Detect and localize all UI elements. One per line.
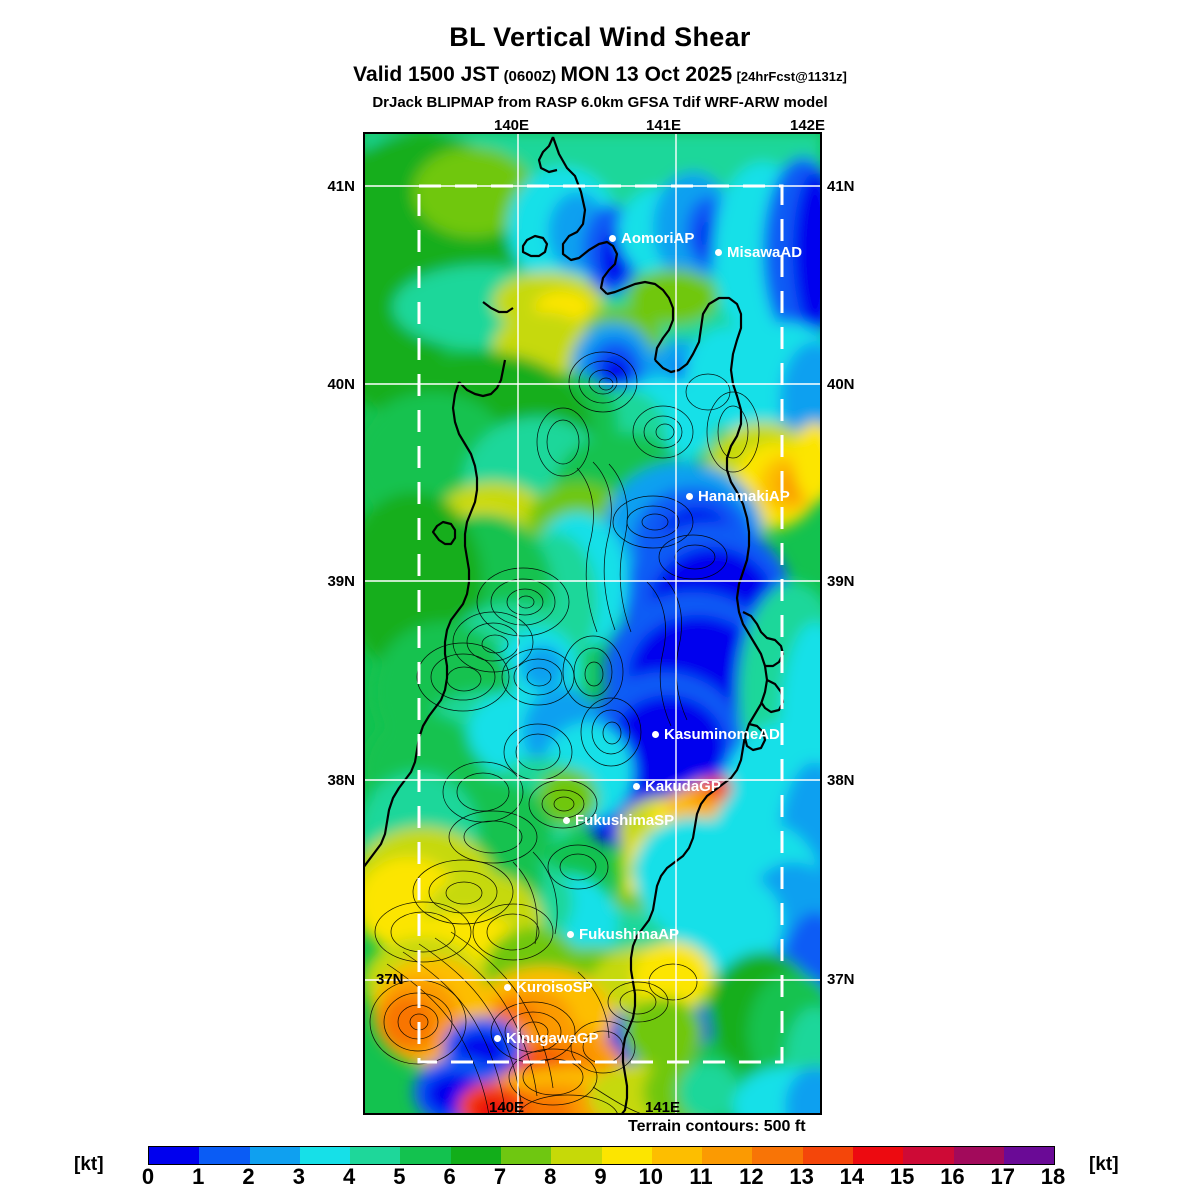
station-label: HanamakiAP xyxy=(698,488,790,505)
lat-label-right-37n: 37N xyxy=(827,971,855,988)
colorbar-unit-left: [kt] xyxy=(74,1154,104,1175)
lon-label-bottom-140e: 140E xyxy=(489,1099,525,1116)
station-dot-icon xyxy=(715,249,722,256)
colorbar-band-4 xyxy=(350,1147,401,1164)
colorbar-tick-18: 18 xyxy=(1040,1164,1066,1189)
lon-label-top-141e: 141E xyxy=(646,117,682,134)
colorbar-unit-right: [kt] xyxy=(1089,1154,1119,1175)
forecast-stamp: [24hrFcst@1131z] xyxy=(736,69,847,84)
lat-label-left-41n: 41N xyxy=(327,178,355,195)
colorbar-band-17 xyxy=(1003,1147,1055,1164)
lat-label-right-40n: 40N xyxy=(827,376,855,393)
colorbar-band-15 xyxy=(903,1147,954,1164)
forecast-domain-box xyxy=(417,184,784,1064)
station-dot-icon xyxy=(494,1035,501,1042)
colorbar-tick-labels: 0 1 2 3 4 5 6 7 8 9 10 11 12 13 14 15 16 17 18 xyxy=(142,1164,1065,1192)
station-label: AomoriAP xyxy=(621,230,695,247)
model-source-line: DrJack BLIPMAP from RASP 6.0km GFSA Tdif… xyxy=(372,94,828,111)
valid-time-line: Valid 1500 JST (0600Z) MON 13 Oct 2025 [… xyxy=(0,64,1200,85)
colorbar-tick-7: 7 xyxy=(493,1164,507,1189)
colorbar-tick-13: 13 xyxy=(789,1164,814,1189)
station-label: MisawaAD xyxy=(727,244,803,261)
station-dot-icon xyxy=(504,984,511,991)
terrain-contours xyxy=(369,351,760,1115)
valid-time-utc: (0600Z) xyxy=(503,68,557,85)
colorbar-tick-9: 9 xyxy=(594,1164,607,1189)
colorbar-band-11 xyxy=(702,1147,753,1164)
colorbar-band-3 xyxy=(299,1147,351,1164)
colorbar-tick-10: 10 xyxy=(638,1164,664,1189)
colorbar-tick-8: 8 xyxy=(544,1164,557,1189)
colorbar-band-14 xyxy=(852,1147,904,1164)
colorbar-band-10 xyxy=(651,1147,703,1164)
weather-map[interactable] xyxy=(363,132,822,1115)
colorbar-tick-16: 16 xyxy=(940,1164,965,1189)
lat-label-left-38n: 38N xyxy=(327,772,355,789)
colorbar-tick-2: 2 xyxy=(242,1164,255,1189)
colorbar-tick-12: 12 xyxy=(739,1164,764,1189)
lon-label-bottom-141e: 141E xyxy=(645,1099,681,1116)
station-label: KinugawaGP xyxy=(506,1030,599,1047)
colorbar-band-9 xyxy=(601,1147,652,1164)
colorbar-band-6 xyxy=(450,1147,501,1164)
colorbar-tick-4: 4 xyxy=(342,1164,356,1189)
colorbar-band-16 xyxy=(953,1147,1004,1164)
colorbar-tick-15: 15 xyxy=(889,1164,915,1189)
station-label: FukushimaAP xyxy=(579,926,680,943)
colorbar-tick-0: 0 xyxy=(141,1164,155,1189)
station-kinugawagp[interactable]: KinugawaGP xyxy=(494,1031,599,1046)
colorbar-band-1 xyxy=(199,1147,250,1164)
colorbar-tick-14: 14 xyxy=(839,1164,865,1189)
station-fukushimasp[interactable]: FukushimaSP xyxy=(563,813,674,828)
station-fukushimaap[interactable]: FukushimaAP xyxy=(567,927,679,942)
lat-label-left-40n: 40N xyxy=(327,376,355,393)
station-misawaad[interactable]: MisawaAD xyxy=(715,245,802,260)
station-label: KuroisoSP xyxy=(516,979,593,996)
station-dot-icon xyxy=(633,783,640,790)
lon-label-top-142e: 142E xyxy=(790,117,826,134)
station-kuroisosp[interactable]: KuroisoSP xyxy=(504,980,593,995)
colorbar-band-5 xyxy=(400,1147,451,1164)
colorbar-band-8 xyxy=(551,1147,602,1164)
coastline xyxy=(363,136,785,1115)
colorbar-band-7 xyxy=(500,1147,552,1164)
colorbar-band-13 xyxy=(802,1147,853,1164)
station-dot-icon xyxy=(567,931,574,938)
station-label: KakudaGP xyxy=(645,778,721,795)
terrain-contour-note: Terrain contours: 500 ft xyxy=(628,1118,806,1135)
lat-label-right-39n: 39N xyxy=(827,573,855,590)
colorbar-tick-1: 1 xyxy=(192,1164,205,1189)
station-dot-icon xyxy=(652,731,659,738)
station-label: FukushimaSP xyxy=(575,812,675,829)
colorbar-tick-6: 6 xyxy=(443,1164,456,1189)
station-kakudagp[interactable]: KakudaGP xyxy=(633,779,721,794)
shear-field-plot xyxy=(363,132,822,1115)
valid-date: MON 13 Oct 2025 xyxy=(560,63,733,86)
colorbar-tick-11: 11 xyxy=(689,1164,713,1189)
station-dot-icon xyxy=(609,235,616,242)
station-aomoriap[interactable]: AomoriAP xyxy=(609,231,694,246)
title-block: BL Vertical Wind Shear Valid 1500 JST (0… xyxy=(0,0,1200,111)
station-dot-icon xyxy=(563,817,570,824)
station-hanamakiap[interactable]: HanamakiAP xyxy=(686,489,790,504)
station-label: KasuminomeAD xyxy=(664,726,780,743)
valid-time-local: Valid 1500 JST xyxy=(353,63,500,86)
lat-label-inmap-37n: 37N xyxy=(376,971,404,988)
lon-label-top-140e: 140E xyxy=(494,117,530,134)
colorbar-band-2 xyxy=(249,1147,300,1164)
colorbar-band-0 xyxy=(149,1147,200,1164)
colorbar-tick-3: 3 xyxy=(292,1164,305,1189)
colorbar-tick-17: 17 xyxy=(990,1164,1015,1189)
station-kasuminomead[interactable]: KasuminomeAD xyxy=(652,727,780,742)
shear-field-base xyxy=(363,132,822,1115)
lat-label-right-41n: 41N xyxy=(827,178,855,195)
colorbar[interactable] xyxy=(148,1146,1055,1165)
station-dot-icon xyxy=(686,493,693,500)
lat-label-right-38n: 38N xyxy=(827,772,855,789)
colorbar-tick-5: 5 xyxy=(393,1164,406,1189)
page-title: BL Vertical Wind Shear xyxy=(449,22,751,52)
colorbar-band-12 xyxy=(752,1147,803,1164)
lat-label-left-39n: 39N xyxy=(327,573,355,590)
